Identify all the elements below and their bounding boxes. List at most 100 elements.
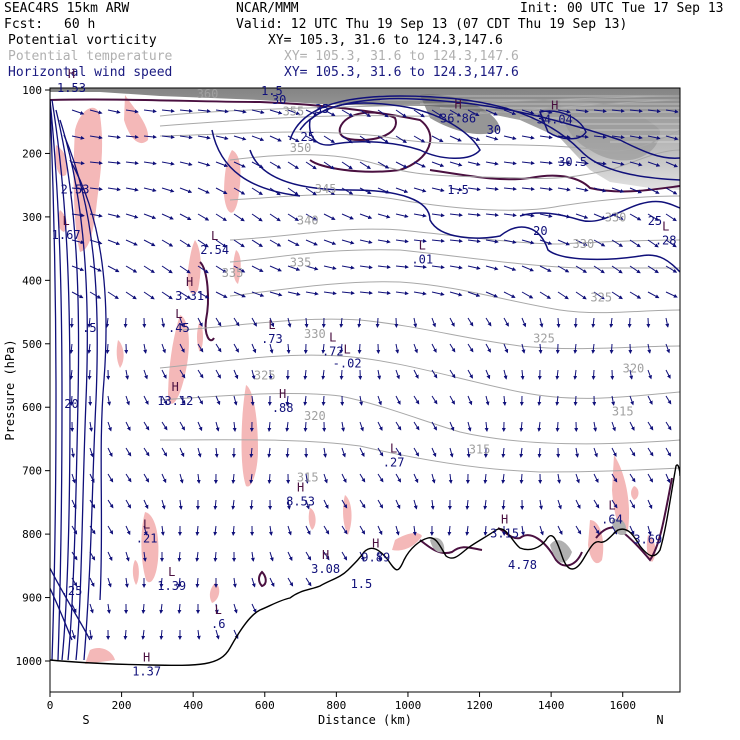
field-xy-wind: XY= 105.3, 31.6 to 124.3,147.6 [284, 65, 519, 80]
wind-vector [268, 369, 273, 380]
wind-vector [251, 135, 265, 142]
wind-vector [269, 239, 282, 247]
wind-vector [521, 265, 534, 272]
wind-vector [665, 291, 678, 298]
wind-vector [143, 134, 157, 139]
wind-vector [143, 161, 157, 166]
wind-vector [395, 343, 400, 354]
wind-vector [665, 265, 678, 273]
wind-vector [125, 499, 132, 509]
extremum-value: 20 [64, 397, 78, 411]
wind-vector [466, 447, 471, 458]
wind-vector [179, 187, 193, 194]
wind-vector [195, 551, 200, 562]
wind-vector [377, 161, 390, 169]
wind-vector [305, 135, 318, 143]
wind-vector [629, 135, 643, 140]
wind-vector [538, 343, 543, 354]
wind-vector [339, 343, 344, 354]
wind-vector [161, 421, 168, 431]
wind-vector [609, 343, 614, 354]
extremum-mark: L [175, 307, 182, 321]
wind-vector [267, 421, 272, 432]
wind-vector [341, 421, 346, 432]
wind-vector [286, 499, 291, 510]
wind-vector [647, 161, 661, 167]
wind-vector [213, 551, 218, 562]
wind-vector [647, 447, 654, 457]
extremum-value: .5 [82, 321, 96, 335]
theta-label: 325 [254, 368, 276, 382]
wind-vector [323, 473, 328, 484]
wind-vector [593, 187, 607, 193]
wind-vector [449, 265, 463, 270]
y-tick-label: 500 [22, 338, 42, 351]
wind-contour-label: 35 [315, 102, 329, 116]
wind-vector [377, 187, 390, 194]
extremum-value: 36.86 [440, 111, 476, 125]
wind-vector [377, 473, 384, 483]
wind-contour-label: 1.5 [447, 183, 469, 197]
y-tick-label: 300 [22, 211, 42, 224]
wind-vector [231, 473, 236, 484]
wind-contour-label: 30 [272, 93, 286, 107]
wind-vector [503, 186, 517, 191]
wind-vector [87, 317, 92, 328]
extremum-mark: H [551, 99, 558, 113]
wind-vector [125, 109, 139, 114]
wind-vector [557, 135, 571, 139]
wind-vector [485, 135, 499, 141]
wind-vector [593, 499, 600, 509]
wind-vector [339, 317, 344, 328]
wind-vector [107, 213, 121, 219]
extremum-value: 8.53 [286, 495, 315, 509]
wind-vector [125, 291, 137, 300]
extremum-mark: H [501, 512, 508, 526]
wind-vector [611, 447, 617, 457]
wind-vector [539, 317, 544, 328]
wind-vector [377, 551, 382, 562]
wind-vector [287, 109, 301, 116]
wind-vector [124, 577, 129, 588]
wind-vector [232, 421, 237, 432]
wind-vector [125, 265, 138, 273]
wind-vector [179, 447, 185, 458]
wind-vector [593, 161, 607, 166]
wind-vector [161, 135, 175, 140]
x-tick-label: 800 [326, 699, 346, 712]
wind-vector [431, 395, 438, 405]
wind-vector [557, 265, 570, 273]
wind-vector [303, 395, 308, 406]
extremum-mark: L [143, 517, 150, 531]
wind-vector [197, 239, 209, 248]
wind-vector [179, 135, 193, 140]
wind-vector [197, 447, 202, 458]
wind-vector [125, 134, 139, 139]
wind-vector [71, 109, 85, 115]
wind-vector [377, 525, 383, 536]
wind-vector [449, 369, 456, 379]
wind-vector [323, 551, 330, 561]
x-tick-label: 600 [255, 699, 275, 712]
wind-vector [449, 421, 455, 432]
x-tick-label: 1600 [609, 699, 636, 712]
wind-vector [521, 343, 526, 354]
wind-vector [250, 395, 255, 406]
wind-vector [449, 343, 456, 353]
wind-vector [159, 629, 164, 640]
wind-vector [287, 291, 301, 296]
wind-vector [413, 238, 427, 243]
extremum-value: .21 [136, 531, 158, 545]
wind-vector [557, 213, 571, 219]
extremum-mark: L [268, 318, 275, 332]
wind-vector [593, 525, 600, 535]
wind-vector [215, 369, 221, 379]
wind-vector [359, 525, 366, 535]
wind-vector [448, 473, 453, 484]
wind-vector [107, 187, 121, 192]
wind-vector [647, 421, 654, 431]
wind-vector [359, 213, 373, 219]
wind-vector [303, 369, 308, 380]
wind-vector [591, 369, 596, 380]
